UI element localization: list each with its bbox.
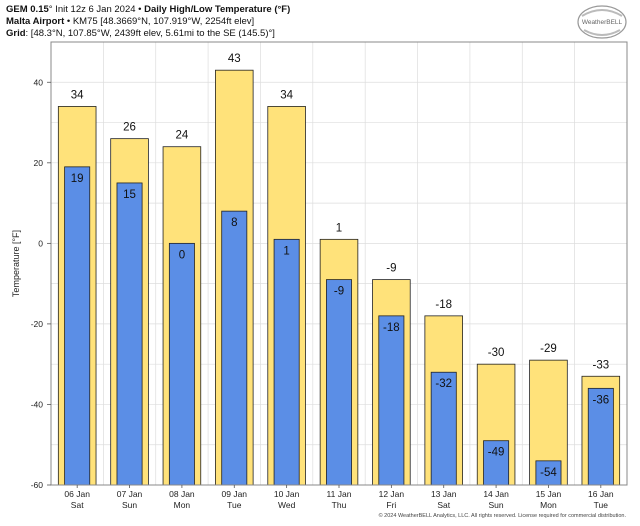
separator: • xyxy=(135,4,145,15)
x-tick-day: Sun xyxy=(122,500,137,510)
low-bar xyxy=(587,387,614,486)
x-tick-date: 16 Jan xyxy=(588,489,614,499)
x-tick-date: 15 Jan xyxy=(536,489,562,499)
low-bar xyxy=(64,166,91,486)
chart-title: Daily High/Low Temperature (°F) xyxy=(144,4,291,15)
y-tick-label: -40 xyxy=(31,399,44,409)
y-tick-label: 0 xyxy=(38,238,43,248)
high-value-label: 43 xyxy=(228,53,241,65)
low-value-label: -9 xyxy=(334,286,344,298)
high-value-label: 34 xyxy=(71,89,84,101)
grid-detail: : [48.3°N, 107.85°W, 2439ft elev, 5.61mi… xyxy=(25,28,275,39)
y-axis-label: Temperature [°F] xyxy=(11,230,21,297)
low-bar xyxy=(483,440,510,486)
x-tick-date: 07 Jan xyxy=(117,489,143,499)
low-bar xyxy=(221,210,248,486)
logo-text: WeatherBELL xyxy=(582,19,623,26)
y-tick-label: 40 xyxy=(34,77,44,87)
x-tick-date: 13 Jan xyxy=(431,489,457,499)
x-tick-day: Tue xyxy=(227,500,242,510)
high-value-label: 26 xyxy=(123,122,136,134)
x-tick-date: 12 Jan xyxy=(379,489,405,499)
x-tick-date: 09 Jan xyxy=(222,489,248,499)
station-name: Malta Airport xyxy=(6,16,65,27)
model-name: GEM 0.15 xyxy=(6,4,49,15)
station-detail: • KM75 [48.3669°N, 107.919°W, 2254ft ele… xyxy=(64,16,255,27)
x-tick-date: 08 Jan xyxy=(169,489,195,499)
low-value-label: -36 xyxy=(593,394,610,406)
x-tick-day: Fri xyxy=(386,500,396,510)
high-value-label: 1 xyxy=(336,222,342,234)
high-value-label: -33 xyxy=(593,359,610,371)
low-bar xyxy=(116,182,143,486)
weatherbell-logo: WeatherBELL xyxy=(577,5,627,39)
low-value-label: -32 xyxy=(435,378,452,390)
low-value-label: 8 xyxy=(231,217,237,229)
header-line-3: Grid: [48.3°N, 107.85°W, 2439ft elev, 5.… xyxy=(6,28,275,40)
high-value-label: -9 xyxy=(386,263,396,275)
x-tick-date: 06 Jan xyxy=(64,489,90,499)
x-tick-day: Sat xyxy=(71,500,84,510)
high-value-label: 34 xyxy=(280,89,293,101)
low-bar xyxy=(273,238,300,486)
copyright-footer: © 2024 WeatherBELL Analytics, LLC. All r… xyxy=(378,513,626,519)
low-value-label: 0 xyxy=(179,249,185,261)
x-tick-day: Sun xyxy=(489,500,504,510)
low-value-label: -54 xyxy=(540,467,557,479)
low-bar xyxy=(326,279,352,486)
x-tick-day: Sat xyxy=(437,500,450,510)
y-tick-label: -20 xyxy=(31,319,44,329)
low-value-label: 15 xyxy=(123,189,136,201)
high-value-label: -29 xyxy=(540,343,557,355)
x-tick-date: 10 Jan xyxy=(274,489,300,499)
model-degree: ° xyxy=(48,4,53,15)
y-tick-label: 20 xyxy=(34,158,44,168)
low-bar xyxy=(378,315,405,486)
grid-label: Grid xyxy=(6,28,26,39)
x-tick-day: Mon xyxy=(540,500,557,510)
low-value-label: 1 xyxy=(283,245,289,257)
x-tick-day: Tue xyxy=(594,500,609,510)
low-value-label: 19 xyxy=(71,173,84,185)
x-tick-date: 14 Jan xyxy=(483,489,509,499)
high-value-label: -18 xyxy=(435,299,452,311)
y-tick-label: -60 xyxy=(31,480,44,490)
low-bar xyxy=(168,242,195,486)
high-value-label: 24 xyxy=(176,130,189,142)
x-tick-date: 11 Jan xyxy=(327,489,352,499)
x-tick-day: Wed xyxy=(278,500,296,510)
init-time: Init 12z 6 Jan 2024 xyxy=(52,4,136,15)
x-tick-day: Mon xyxy=(174,500,191,510)
header-line-2: Malta Airport • KM75 [48.3669°N, 107.919… xyxy=(6,16,254,28)
low-value-label: -18 xyxy=(383,322,400,334)
low-value-label: -49 xyxy=(488,447,505,459)
header-line-1: GEM 0.15° Init 12z 6 Jan 2024 • Daily Hi… xyxy=(6,4,290,16)
high-value-label: -30 xyxy=(488,347,505,359)
x-tick-day: Thu xyxy=(332,500,347,510)
